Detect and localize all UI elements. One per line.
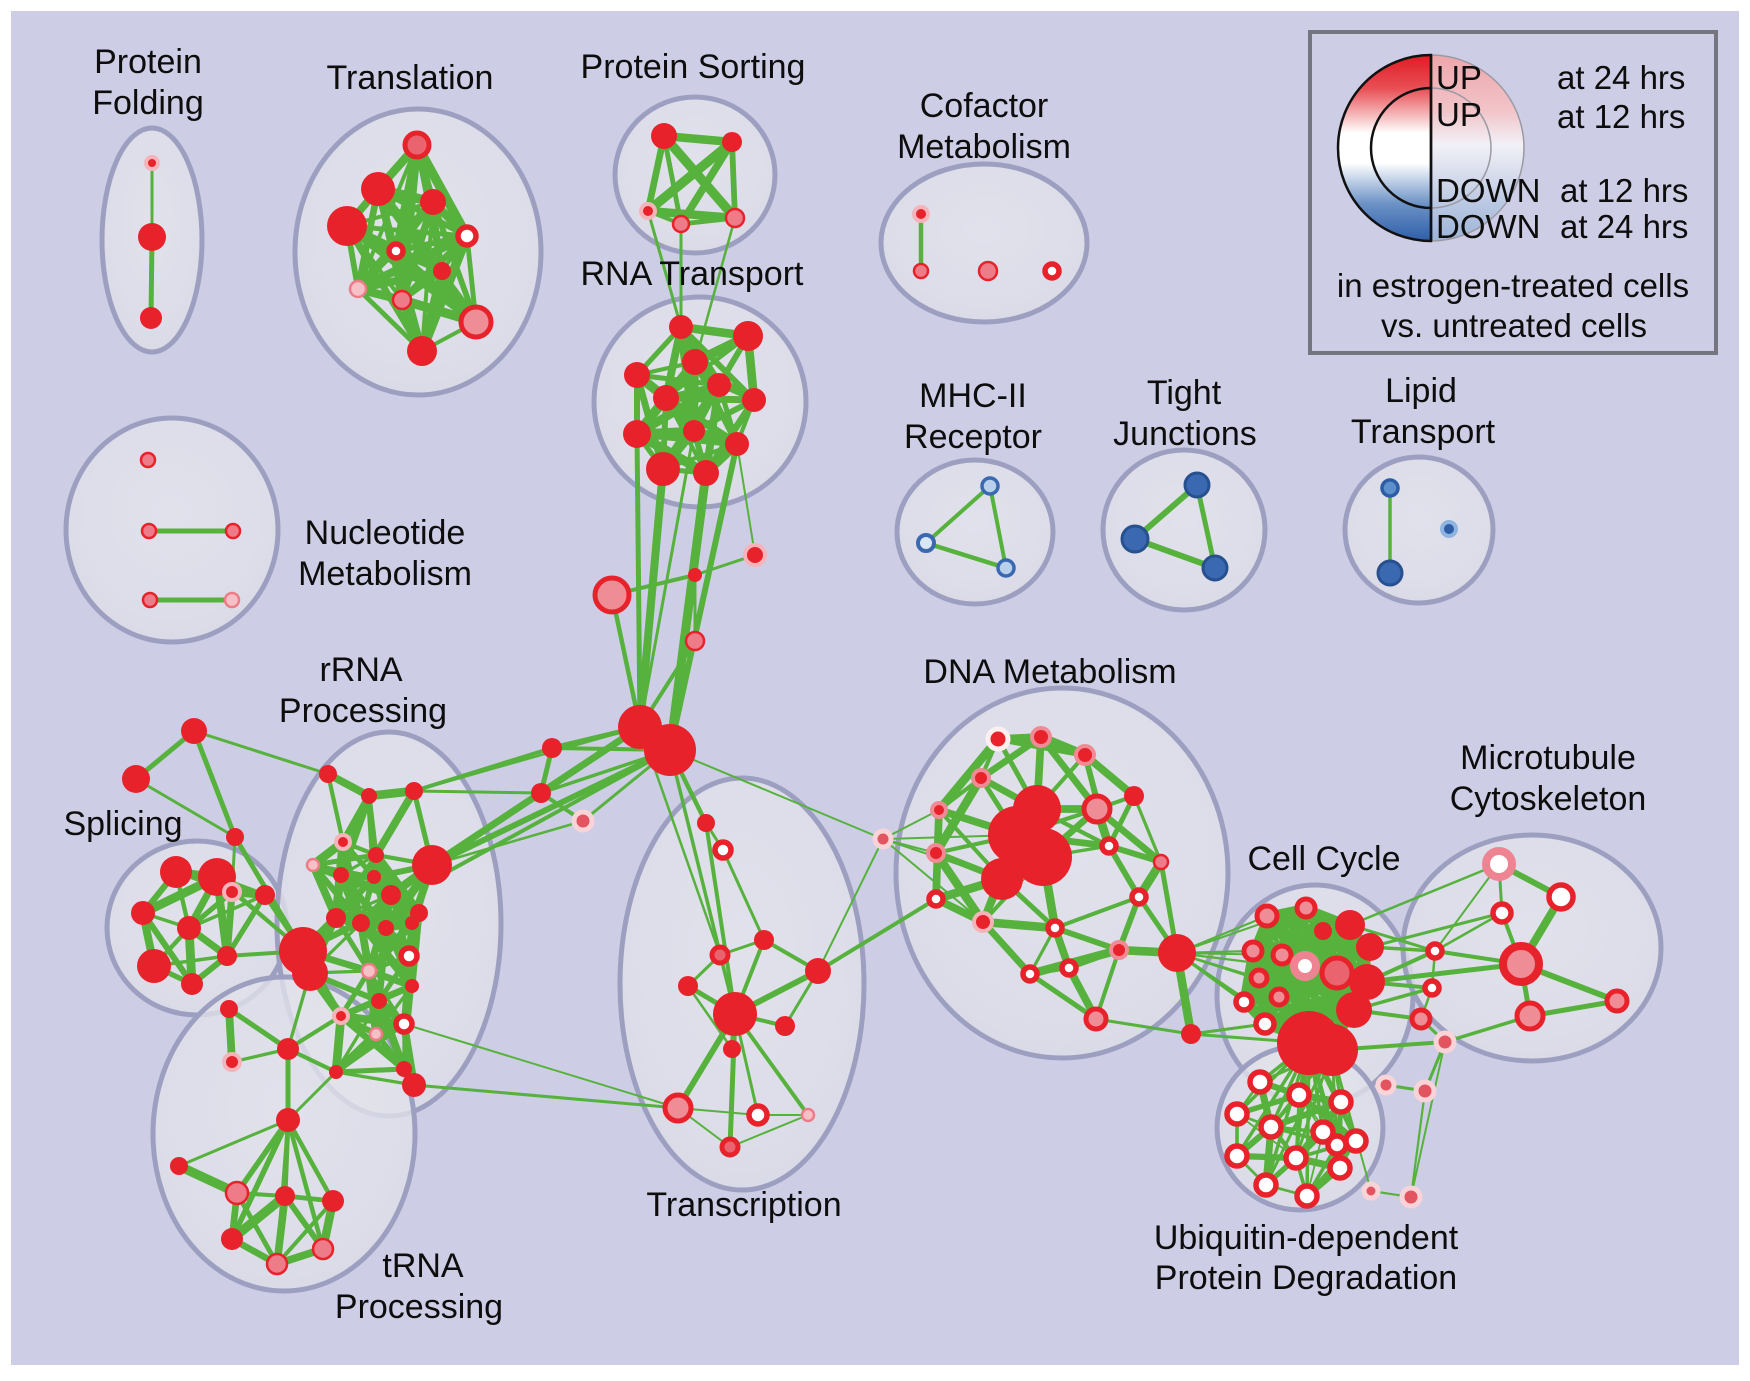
svg-text:DNA Metabolism: DNA Metabolism: [923, 653, 1176, 691]
svg-text:Junctions: Junctions: [1113, 415, 1257, 453]
svg-text:at 12 hrs: at 12 hrs: [1557, 98, 1685, 135]
svg-text:at 24 hrs: at 24 hrs: [1560, 208, 1688, 245]
svg-text:Tight: Tight: [1147, 374, 1222, 412]
svg-text:Translation: Translation: [327, 59, 494, 97]
svg-text:in estrogen-treated cells: in estrogen-treated cells: [1337, 267, 1689, 304]
svg-text:vs. untreated cells: vs. untreated cells: [1381, 307, 1647, 344]
svg-text:Cell Cycle: Cell Cycle: [1247, 840, 1400, 878]
svg-text:DOWN: DOWN: [1436, 172, 1540, 209]
svg-text:Processing: Processing: [335, 1288, 503, 1326]
svg-text:Cytoskeleton: Cytoskeleton: [1450, 780, 1647, 818]
svg-text:Receptor: Receptor: [904, 418, 1042, 456]
svg-text:UP: UP: [1436, 96, 1482, 133]
svg-text:UP: UP: [1436, 59, 1482, 96]
svg-text:Lipid: Lipid: [1385, 372, 1457, 410]
svg-text:Cofactor: Cofactor: [920, 87, 1049, 125]
svg-text:DOWN: DOWN: [1436, 208, 1540, 245]
svg-text:tRNA: tRNA: [382, 1247, 464, 1285]
svg-text:MHC-II: MHC-II: [919, 377, 1027, 415]
svg-text:Protein Degradation: Protein Degradation: [1155, 1259, 1457, 1297]
svg-text:rRNA: rRNA: [319, 651, 402, 689]
svg-text:Folding: Folding: [92, 84, 204, 122]
svg-text:Splicing: Splicing: [63, 805, 182, 843]
svg-text:Metabolism: Metabolism: [298, 555, 472, 593]
svg-text:Transport: Transport: [1351, 413, 1496, 451]
svg-text:Nucleotide: Nucleotide: [305, 514, 466, 552]
svg-text:Metabolism: Metabolism: [897, 128, 1071, 166]
svg-text:at 24 hrs: at 24 hrs: [1557, 59, 1685, 96]
svg-text:Processing: Processing: [279, 692, 447, 730]
svg-text:Microtubule: Microtubule: [1460, 739, 1636, 777]
svg-text:Protein: Protein: [94, 43, 202, 81]
svg-text:Transcription: Transcription: [646, 1186, 841, 1224]
svg-text:Protein Sorting: Protein Sorting: [581, 48, 806, 86]
svg-text:at 12 hrs: at 12 hrs: [1560, 172, 1688, 209]
svg-text:Ubiquitin-dependent: Ubiquitin-dependent: [1154, 1219, 1459, 1257]
svg-text:RNA Transport: RNA Transport: [581, 255, 805, 293]
